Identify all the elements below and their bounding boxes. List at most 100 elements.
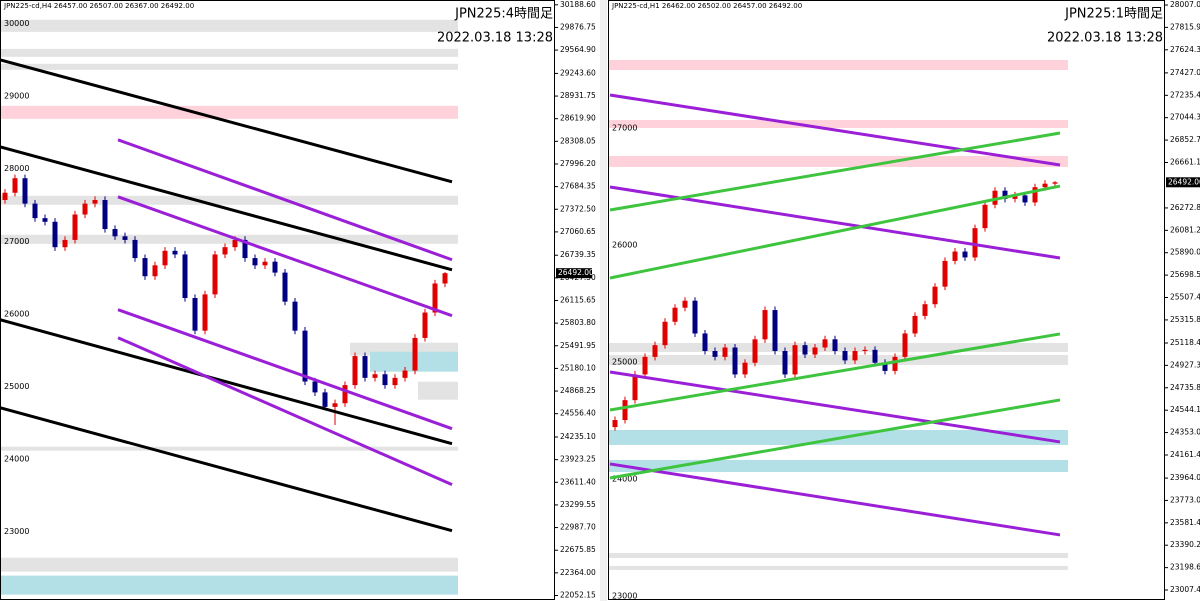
y-tick-label: 23198.60: [1170, 563, 1200, 572]
y-tick-label: 27372.50: [560, 204, 596, 213]
candle-body: [142, 258, 148, 277]
candle-body: [982, 204, 988, 229]
candle-body: [692, 300, 698, 334]
candle-body: [242, 239, 248, 259]
y-tick-label: 24161.40: [1170, 450, 1200, 459]
chart-panel: 30000 29000 28000 27000 26000 25000 24000 23000…: [0, 0, 596, 600]
y-tick-label: 25118.45: [1170, 338, 1200, 347]
chart-header: JPN225-cd,H4 26457.00 26507.00 26367.00 …: [3, 2, 194, 10]
y-tick-label: 25180.10: [560, 363, 596, 372]
candle-body: [122, 236, 128, 240]
y-tick-label: 23611.40: [560, 477, 596, 486]
y-tick-label: 25507.40: [1170, 292, 1200, 301]
price-zone: [0, 446, 458, 451]
y-tick-label: 27815.95: [1170, 22, 1200, 31]
candle-body: [402, 370, 408, 378]
trend-line: [609, 185, 1061, 260]
price-zone: [608, 459, 1068, 472]
candle-body: [1042, 183, 1048, 188]
candle-body: [972, 228, 978, 258]
candle-body: [702, 333, 708, 352]
level-label: 23000: [612, 591, 637, 600]
level-label: 26000: [612, 240, 637, 249]
candle-body: [2, 192, 8, 200]
y-tick-label: 25890.05: [1170, 248, 1200, 257]
candle-body: [642, 356, 648, 375]
y-tick-label: 27060.65: [560, 227, 596, 236]
last-price-marker: [556, 268, 592, 279]
candle-body: [812, 347, 818, 355]
candle-body: [182, 254, 188, 299]
candle-body: [372, 374, 378, 378]
trend-line: [117, 138, 453, 262]
candle-body: [942, 260, 948, 287]
y-tick-label: 25803.80: [560, 318, 596, 327]
trend-line: [0, 145, 453, 272]
candle-body: [62, 239, 68, 248]
level-label: 27000: [4, 237, 29, 246]
y-tick-label: 30188.60: [560, 0, 596, 9]
candle-body: [52, 221, 58, 248]
level-label: 25000: [4, 382, 29, 391]
chart-header: JPN225-cd,H1 26462.00 26502.00 26457.00 …: [611, 2, 802, 10]
panel-divider: [600, 0, 607, 601]
candle-body: [282, 272, 288, 302]
level-label: 26000: [4, 309, 29, 318]
y-tick-label: 28931.75: [560, 91, 596, 100]
trend-line: [609, 370, 1061, 444]
candle-body: [832, 339, 838, 352]
y-tick-label: 25491.95: [560, 341, 596, 350]
symbol-label: JPN225:4時間足: [454, 7, 553, 22]
y-tick-label: 25315.80: [1170, 315, 1200, 324]
trend-line: [609, 184, 1061, 280]
candle-body: [232, 239, 238, 248]
candle-body: [172, 250, 178, 255]
candle-body: [422, 312, 428, 338]
candle-body: [192, 298, 198, 331]
y-tick-label: 24868.25: [560, 386, 596, 395]
candle-body: [12, 178, 18, 193]
candle-body: [202, 294, 208, 331]
price-zone: [0, 575, 458, 595]
candle-body: [1002, 190, 1008, 199]
candle-body: [72, 214, 78, 240]
candle-body: [42, 218, 48, 222]
price-zone: [608, 565, 1068, 570]
y-tick-label: 23923.25: [560, 455, 596, 464]
y-tick-label: 23581.40: [1170, 518, 1200, 527]
candle-body: [612, 420, 618, 428]
candle-body: [802, 345, 808, 355]
price-zone: [418, 381, 458, 400]
timestamp-label: 2022.03.18 13:28: [437, 31, 553, 46]
candle-body: [432, 283, 438, 313]
candle-body: [772, 310, 778, 352]
y-tick-label: 26739.35: [560, 250, 596, 259]
y-tick-label: 26852.70: [1170, 135, 1200, 144]
last-price-label: 26492.00: [558, 268, 594, 277]
price-zone: [608, 354, 1068, 365]
y-tick-label: 27684.35: [560, 182, 596, 191]
y-tick-label: 29243.60: [560, 68, 596, 77]
y-tick-label: 27235.40: [1170, 90, 1200, 99]
y-tick-label: 27996.20: [560, 159, 596, 168]
plot-frame: [608, 0, 1165, 600]
candle-body: [632, 374, 638, 401]
candle-body: [712, 351, 718, 357]
trend-line: [0, 406, 453, 533]
price-zone: [0, 48, 458, 57]
level-label: 24000: [4, 455, 29, 464]
candle-body: [112, 229, 118, 237]
y-tick-label: 28308.05: [560, 136, 596, 145]
candle-body: [22, 178, 28, 204]
candle-body: [762, 310, 768, 340]
level-label: 23000: [4, 527, 29, 536]
candle-body: [412, 337, 418, 371]
y-tick-label: 26081.20: [1170, 225, 1200, 234]
candle-body: [1022, 195, 1028, 203]
trend-line: [609, 462, 1061, 537]
y-tick-label: 27624.35: [1170, 45, 1200, 54]
candle-body: [792, 345, 798, 375]
y-tick-label: 23007.40: [1170, 585, 1200, 594]
candle-body: [842, 351, 848, 361]
